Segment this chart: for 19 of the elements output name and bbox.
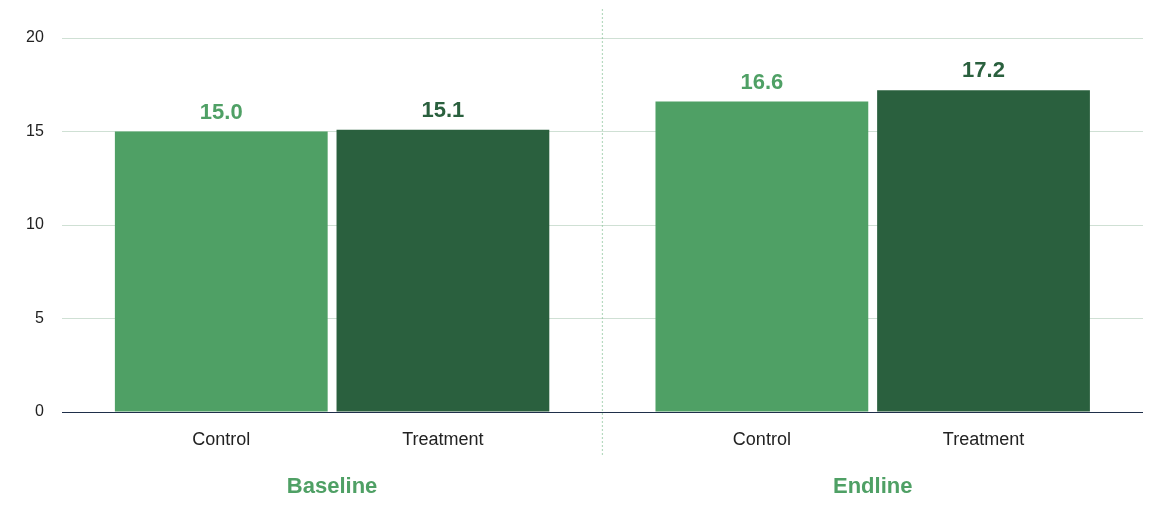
x-tick-label: Endline [832,473,913,499]
bar [877,90,1090,412]
series-label: Control [192,428,251,449]
y-tick-label: 20 [26,28,44,46]
bar [655,101,869,412]
series-label: Treatment [402,428,484,449]
text: Treatment [942,428,1025,449]
bar [336,129,550,412]
x-tick-label: Baseline [286,473,378,499]
data-label: 15.0 [199,98,243,124]
y-tick-label: 10 [26,215,44,233]
bar [114,131,328,412]
data-label: 16.6 [740,68,784,94]
data-label: 17.2 [962,57,1005,83]
y-tick-label: 0 [34,402,44,420]
text: Control [732,428,791,449]
data-label: 15.1 [421,96,465,122]
y-tick-label: 15 [26,121,44,139]
y-tick-label: 5 [34,308,44,326]
